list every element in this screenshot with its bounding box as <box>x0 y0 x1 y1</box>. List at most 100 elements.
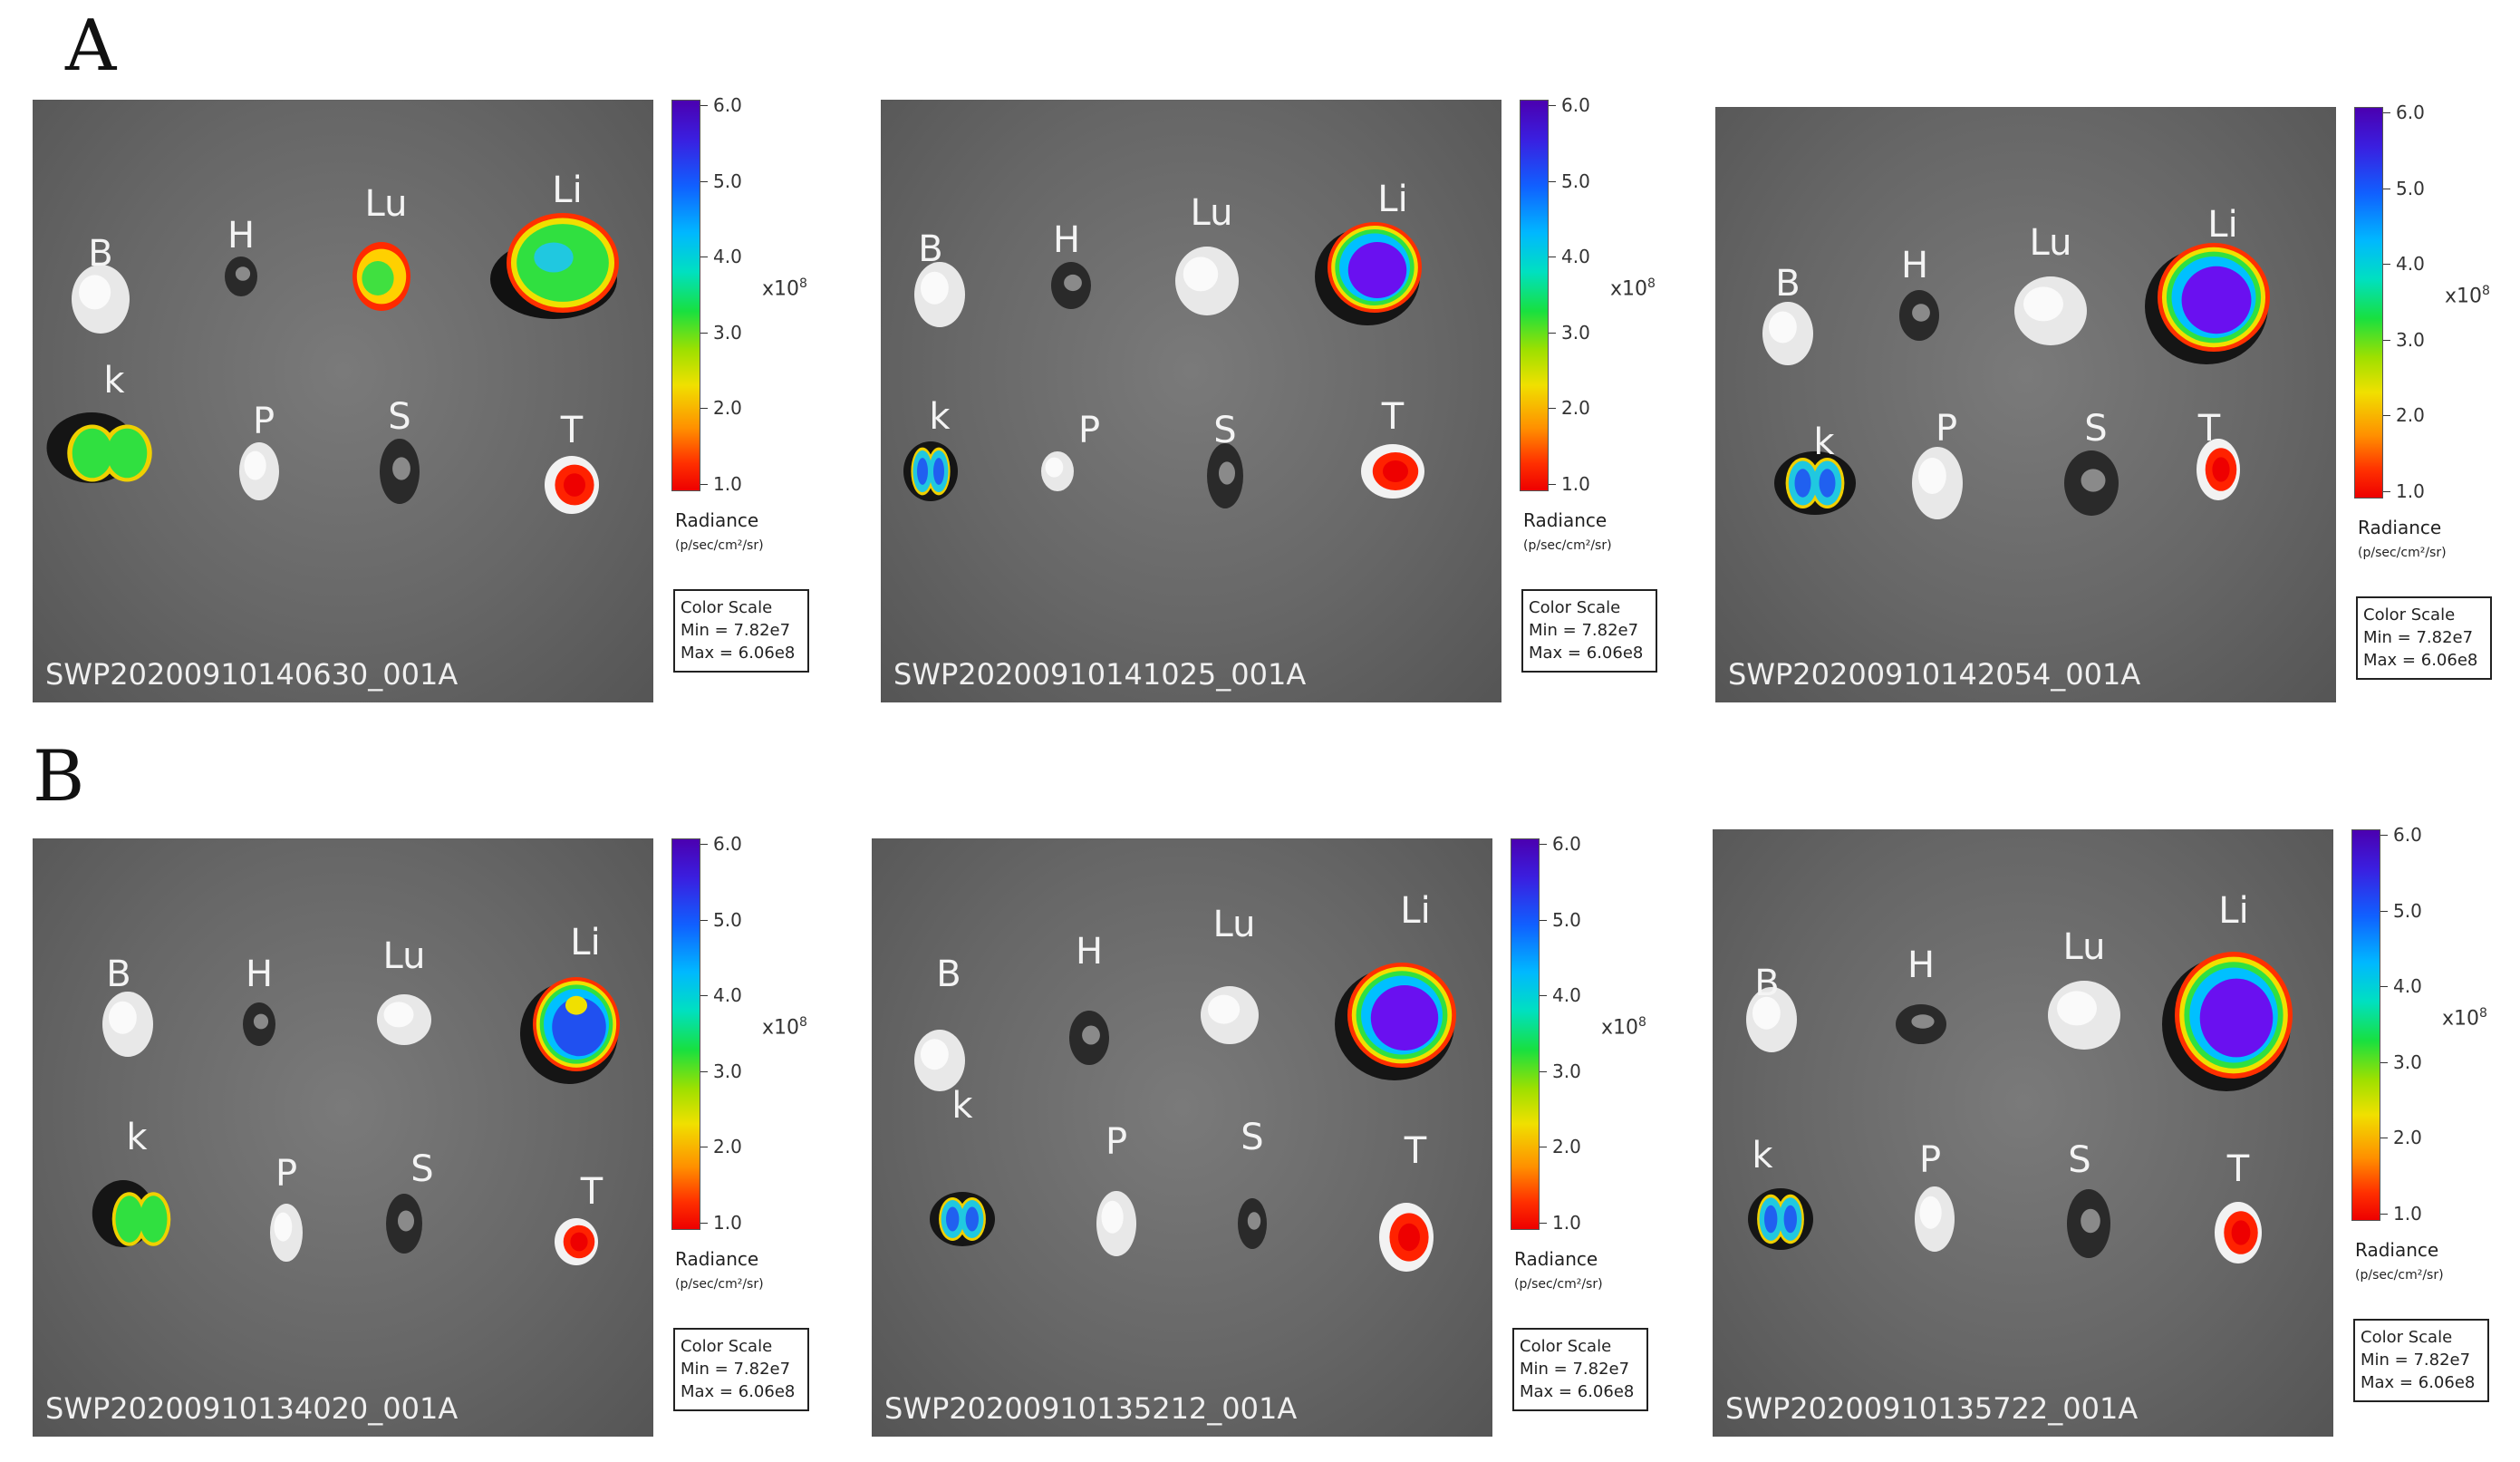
color-scale-min: Min = 7.82e7 <box>2361 1351 2471 1370</box>
organ-label: k <box>1752 1135 1773 1176</box>
scale-tick-label: 4.0 <box>2396 253 2425 276</box>
color-scale-max: Max = 6.06e8 <box>681 1382 796 1402</box>
organ-photo: B H Lu Li k P S T SWP20200910135722_001A <box>1713 829 2333 1437</box>
scale-tick-mark <box>1549 408 1556 410</box>
scale-tick-mark <box>2383 415 2390 417</box>
file-id: SWP20200910141025_001A <box>893 657 1307 692</box>
organ-label: B <box>936 954 961 995</box>
scale-tick-mark <box>1549 105 1556 106</box>
color-scale-bar <box>1520 100 1549 491</box>
scale-tick-mark <box>700 844 708 845</box>
scale-tick-mark <box>2380 986 2388 988</box>
radiance-label: Radiance <box>1523 509 1608 531</box>
organ-label: Lu <box>382 935 426 977</box>
imaging-panel: B H Lu Li k P S T SWP20200910142054_001A 6.0 5.0 4.… <box>1715 103 2517 702</box>
radiance-label: Radiance <box>1514 1248 1598 1270</box>
scale-tick-label: 5.0 <box>2396 177 2425 199</box>
imaging-panel: B H Lu Li k P S T SWP20200910140630_001A 6.0 5.0 4.… <box>33 96 835 702</box>
radiance-units: (p/sec/cm²/sr) <box>2355 1268 2444 1283</box>
scale-tick-label: 2.0 <box>1561 397 1590 420</box>
organ-label: Lu <box>1190 192 1233 234</box>
scale-tick-mark <box>1549 180 1556 182</box>
organ-signal-overlay <box>1762 243 2270 519</box>
scale-tick-label: 3.0 <box>713 321 742 344</box>
color-scale-title: Color Scale <box>1520 1337 1612 1356</box>
color-scale-max: Max = 6.06e8 <box>2361 1373 2476 1393</box>
scale-tick-label: 4.0 <box>1552 984 1581 1007</box>
radiance-label: Radiance <box>2358 517 2442 538</box>
organ-label: Lu <box>1212 904 1256 945</box>
scale-tick-mark <box>2383 112 2390 113</box>
radiance-label: Radiance <box>2355 1239 2439 1261</box>
organ-photo: B H Lu Li k P S T SWP20200910135212_001A <box>872 838 1492 1437</box>
organ-label: Li <box>2218 890 2249 932</box>
scale-tick-label: 6.0 <box>2396 102 2425 123</box>
organ-label: H <box>1052 219 1081 261</box>
color-scale-min: Min = 7.82e7 <box>681 621 791 641</box>
color-scale-title: Color Scale <box>2363 605 2456 624</box>
color-scale-box: Color Scale Min = 7.82e7 Max = 6.06e8 <box>1512 1328 1648 1411</box>
scale-tick-mark <box>2380 835 2388 836</box>
file-id: SWP20200910134020_001A <box>45 1391 459 1426</box>
organ-label: S <box>410 1148 434 1190</box>
organ-photo: B H Lu Li k P S T SWP20200910141025_001A <box>881 100 1501 702</box>
organ-label: k <box>126 1117 148 1158</box>
color-scale-box: Color Scale Min = 7.82e7 Max = 6.06e8 <box>1521 589 1657 673</box>
organ-label: H <box>1900 245 1929 286</box>
scale-tick-mark <box>700 1070 708 1072</box>
color-scale-max: Max = 6.06e8 <box>1520 1382 1635 1402</box>
organ-label: T <box>580 1171 603 1213</box>
color-scale-title: Color Scale <box>1529 598 1621 617</box>
organ-label: Li <box>2207 204 2238 246</box>
organ-label: k <box>1813 421 1835 463</box>
scale-tick-mark <box>700 332 708 334</box>
color-scale-box: Color Scale Min = 7.82e7 Max = 6.06e8 <box>673 589 809 673</box>
organ-label: B <box>106 954 131 995</box>
organ-label: T <box>2226 1148 2250 1190</box>
organ-signal-overlay <box>46 213 619 514</box>
organ-label: P <box>252 401 275 442</box>
scale-tick-label: 3.0 <box>1552 1060 1581 1082</box>
organ-label: T <box>1381 396 1405 438</box>
scale-tick-label: 2.0 <box>713 397 742 420</box>
organ-label: B <box>918 228 943 270</box>
organ-label: P <box>1105 1121 1128 1163</box>
scale-tick-mark <box>1549 484 1556 485</box>
scale-tick-label: 1.0 <box>1561 473 1590 495</box>
scale-tick-label: 4.0 <box>713 246 742 268</box>
scale-tick-label: 1.0 <box>2393 1203 2422 1225</box>
organ-label: H <box>227 215 256 257</box>
color-scale-min: Min = 7.82e7 <box>1520 1360 1630 1380</box>
radiance-units: (p/sec/cm²/sr) <box>1514 1277 1603 1292</box>
color-scale-bar <box>2354 107 2383 499</box>
scale-tick-label: 5.0 <box>2393 899 2422 922</box>
color-scale-min: Min = 7.82e7 <box>681 1360 791 1380</box>
scale-multiplier: x108 <box>2445 284 2490 308</box>
organ-label: T <box>2197 408 2221 450</box>
imaging-panel: B H Lu Li k P S T SWP20200910135212_001A 6.0 5.0 4.… <box>872 835 1674 1437</box>
organ-label: P <box>1935 408 1958 450</box>
row-label-a: A <box>65 5 117 87</box>
scale-tick-mark <box>1540 844 1547 845</box>
scale-tick-label: 6.0 <box>713 833 742 855</box>
color-scale-title: Color Scale <box>681 1337 773 1356</box>
organ-label: H <box>1907 944 1936 986</box>
scale-tick-label: 2.0 <box>2396 404 2425 427</box>
scale-tick-label: 1.0 <box>1552 1212 1581 1234</box>
organ-photo: B H Lu Li k P S T SWP20200910134020_001A <box>33 838 653 1437</box>
scale-tick-mark <box>1540 919 1547 921</box>
organ-signal-overlay <box>1746 952 2293 1264</box>
imaging-panel: B H Lu Li k P S T SWP20200910134020_001A 6.0 5.0 4.… <box>33 833 835 1437</box>
color-scale-box: Color Scale Min = 7.82e7 Max = 6.06e8 <box>2353 1319 2489 1402</box>
scale-tick-label: 3.0 <box>2393 1051 2422 1073</box>
color-scale-box: Color Scale Min = 7.82e7 Max = 6.06e8 <box>673 1328 809 1411</box>
organ-label: S <box>1213 410 1237 451</box>
organ-label: B <box>88 233 113 275</box>
organ-label: S <box>388 396 411 438</box>
scale-tick-mark <box>2383 264 2390 266</box>
organ-label: H <box>1075 931 1104 973</box>
file-id: SWP20200910140630_001A <box>45 657 459 692</box>
color-scale-min: Min = 7.82e7 <box>1529 621 1639 641</box>
organ-signal-overlay <box>903 222 1424 508</box>
organ-label: Li <box>552 169 583 211</box>
